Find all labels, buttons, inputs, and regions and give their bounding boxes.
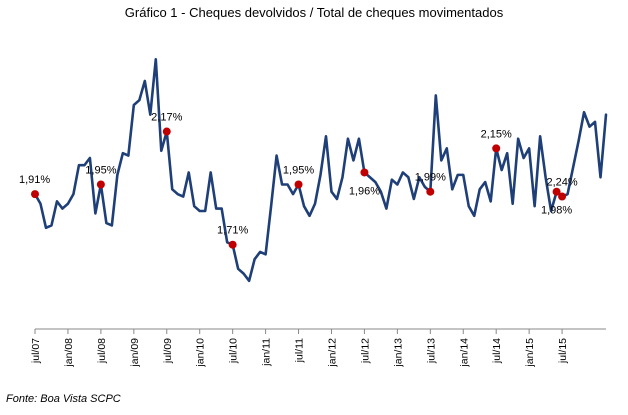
x-axis-tick-labels: jul/07 jan/08 jul/08 jan/09 jul/09 jan/10 jul/…: [30, 338, 569, 368]
x-axis-ticks: [34, 329, 563, 334]
x-tick-label: jan/11: [261, 338, 273, 367]
chart-title: Gráfico 1 - Cheques devolvidos / Total d…: [125, 5, 504, 20]
data-label: 1,95%: [85, 165, 116, 177]
data-markers: [31, 127, 567, 249]
x-tick-label: jan/14: [458, 338, 470, 368]
data-label: 2,15%: [481, 128, 512, 140]
x-tick-label: jul/09: [162, 338, 174, 364]
x-tick-label: jul/08: [96, 338, 108, 364]
data-label: 1,95%: [283, 165, 314, 177]
data-marker: [96, 180, 105, 189]
data-marker: [294, 180, 303, 189]
data-labels: 1,91% 1,95% 2,17% 1,71% 1,95% 1,96% 1,99% 2,15%…: [19, 112, 578, 237]
x-tick-label: jan/12: [326, 338, 338, 368]
data-marker: [162, 127, 171, 136]
data-label: 1,99%: [415, 172, 446, 184]
x-tick-label: jan/15: [524, 338, 536, 368]
data-label: 2,24%: [546, 177, 577, 189]
x-tick-label: jul/15: [557, 338, 569, 364]
data-label: 2,17%: [151, 112, 182, 124]
data-label: 1,98%: [541, 205, 572, 217]
data-marker: [552, 187, 561, 196]
x-tick-label: jul/10: [228, 338, 240, 364]
series-line: [33, 57, 608, 283]
x-tick-label: jan/13: [392, 338, 404, 368]
data-label: 1,91%: [19, 174, 50, 186]
data-label: 1,71%: [217, 225, 248, 237]
data-marker: [228, 240, 237, 249]
data-marker: [360, 168, 369, 177]
x-tick-label: jul/12: [359, 338, 371, 364]
data-marker: [558, 192, 567, 201]
data-label: 1,96%: [349, 185, 380, 197]
x-tick-label: jan/08: [63, 338, 75, 368]
data-marker: [31, 190, 39, 199]
x-tick-label: jan/09: [129, 338, 141, 368]
data-marker: [426, 187, 435, 196]
source-note: Fonte: Boa Vista SCPC: [6, 393, 121, 405]
x-tick-label: jul/13: [425, 338, 437, 364]
x-tick-label: jul/07: [30, 338, 42, 364]
x-tick-label: jul/14: [491, 338, 503, 364]
x-tick-label: jan/10: [195, 338, 207, 368]
data-marker: [492, 144, 501, 153]
x-tick-label: jul/11: [294, 338, 306, 363]
